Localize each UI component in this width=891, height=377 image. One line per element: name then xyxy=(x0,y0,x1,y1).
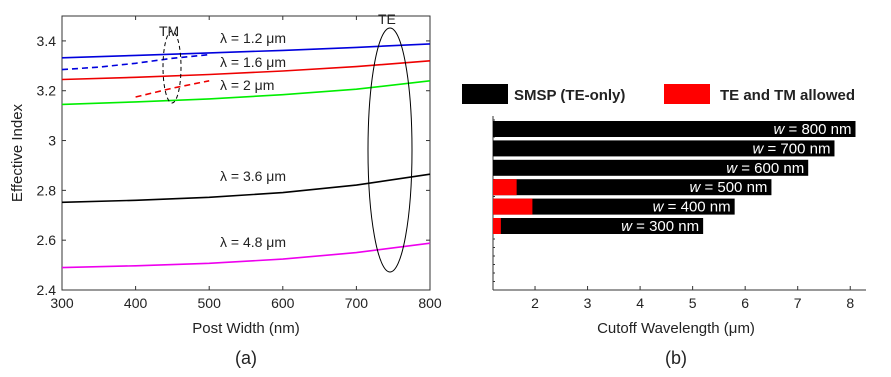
series-line-tm xyxy=(135,80,210,98)
bar-label: w = 800 nm xyxy=(774,121,852,138)
legend-swatch-te-tm xyxy=(664,84,710,104)
y-tick-label-a: 3.4 xyxy=(37,33,57,49)
bar-label: w = 700 nm xyxy=(752,140,830,157)
bar-smsp xyxy=(493,198,735,215)
bar-label: w = 300 nm xyxy=(621,218,699,235)
series-line-tm xyxy=(61,53,210,71)
caption-a: (a) xyxy=(235,348,257,368)
x-tick-label-b: 6 xyxy=(741,295,749,311)
x-tick-label-a: 400 xyxy=(124,295,148,311)
ticks-a: 300 400 500 600 700 800 2.4 2.6 2.8 3 3.2 3.4 xyxy=(37,16,442,311)
bar-smsp xyxy=(493,159,809,176)
caption-b: (b) xyxy=(665,348,687,368)
bar-te-tm xyxy=(493,179,517,196)
x-tick-label-a: 600 xyxy=(271,295,295,311)
bars-b: w = 800 nm w = 700 nm w = 600 nm w = 500 nm… xyxy=(493,121,856,235)
series-line-te xyxy=(61,242,431,269)
x-tick-label-b: 7 xyxy=(794,295,802,311)
lambda-1-2-label: λ = 1.2 μm xyxy=(220,30,286,46)
tm-ellipse xyxy=(162,30,182,104)
bar-smsp xyxy=(493,179,772,196)
bar-label: w = 400 nm xyxy=(653,199,731,216)
legend-label-te-tm: TE and TM allowed xyxy=(720,87,855,104)
bar-smsp xyxy=(493,140,835,157)
bar-label: w = 600 nm xyxy=(726,160,804,177)
legend-swatch-smsp xyxy=(462,84,508,104)
y-tick-label-a: 3 xyxy=(48,133,56,149)
series-line-te xyxy=(61,60,431,81)
x-tick-label-a: 800 xyxy=(418,295,442,311)
x-axis-label-a: Post Width (nm) xyxy=(192,320,300,337)
plot-frame-a xyxy=(61,15,431,291)
bar-te-tm xyxy=(493,198,533,215)
lambda-4-8-label: λ = 4.8 μm xyxy=(220,234,286,250)
bar-smsp xyxy=(493,121,856,137)
y-tick-label-a: 2.8 xyxy=(37,182,57,198)
x-tick-label-b: 3 xyxy=(584,295,592,311)
te-ellipse xyxy=(367,27,413,273)
x-tick-label-b: 4 xyxy=(636,295,644,311)
tm-label: TM xyxy=(159,23,179,39)
x-tick-label-b: 5 xyxy=(689,295,697,311)
x-tick-label-b: 8 xyxy=(846,295,854,311)
lambda-3-6-label: λ = 3.6 μm xyxy=(220,168,286,184)
x-tick-label-a: 300 xyxy=(50,295,74,311)
series-line-te xyxy=(61,43,431,59)
lambda-2-label: λ = 2 μm xyxy=(220,77,274,93)
bar-smsp xyxy=(493,218,704,234)
bar-te-tm xyxy=(493,218,501,234)
te-label: TE xyxy=(378,11,396,27)
bar-label: w = 500 nm xyxy=(689,179,767,196)
x-tick-label-a: 700 xyxy=(345,295,369,311)
legend: SMSP (TE-only) TE and TM allowed xyxy=(462,84,855,104)
series-line-te xyxy=(61,80,431,106)
y-tick-label-a: 3.2 xyxy=(37,83,57,99)
legend-label-smsp: SMSP (TE-only) xyxy=(514,87,625,104)
x-tick-label-b: 2 xyxy=(531,295,539,311)
panel-a-effective-index-chart: 300 400 500 600 700 800 2.4 2.6 2.8 3 3.2 3.4 TM TE… xyxy=(9,11,442,368)
y-axis-label-a: Effective Index xyxy=(9,103,26,202)
y-tick-label-a: 2.4 xyxy=(37,282,57,298)
series-lines-a xyxy=(61,43,431,269)
x-axis-label-b: Cutoff Wavelength (μm) xyxy=(597,320,755,337)
panel-b-cutoff-wavelength-chart: SMSP (TE-only) TE and TM allowed 2 3 4 5 6 7 8… xyxy=(462,84,866,368)
y-tick-label-a: 2.6 xyxy=(37,232,57,248)
x-tick-label-a: 500 xyxy=(198,295,222,311)
lambda-1-6-label: λ = 1.6 μm xyxy=(220,54,286,70)
